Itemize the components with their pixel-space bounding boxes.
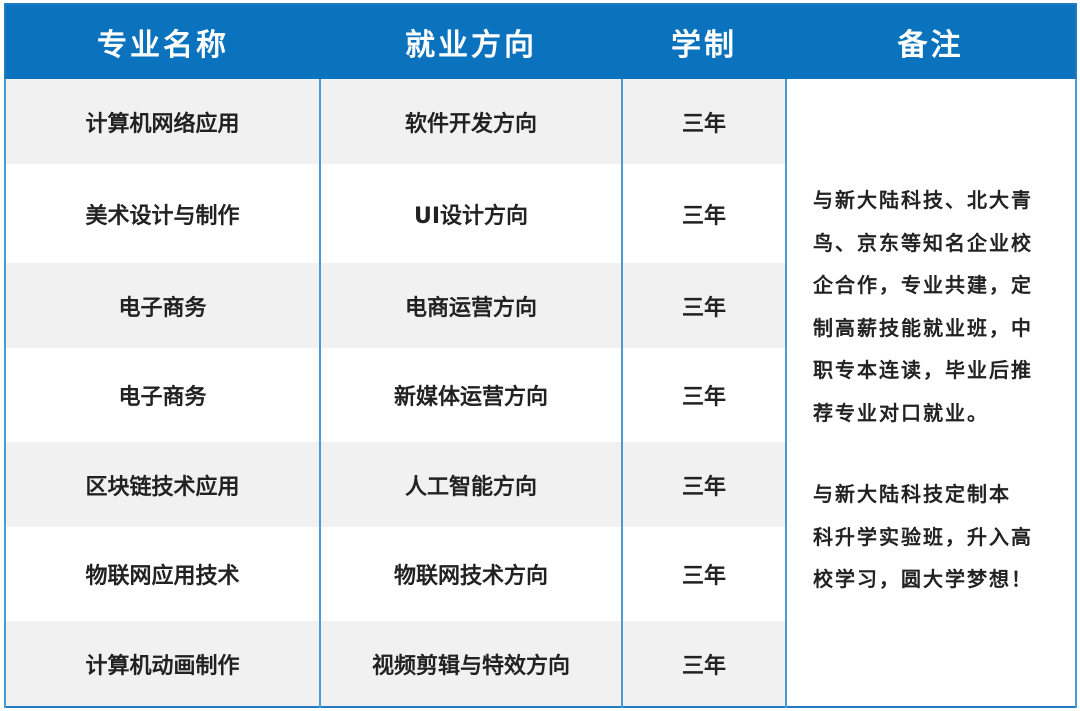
cell-duration: 三年 — [621, 79, 787, 164]
cell-direction: 人工智能方向 — [319, 442, 623, 527]
table-row: 物联网应用技术 物联网技术方向 三年 — [4, 527, 1076, 621]
header-duration: 学制 — [622, 4, 786, 79]
cell-major: 计算机动画制作 — [4, 621, 321, 707]
cell-direction: 物联网技术方向 — [319, 527, 623, 621]
cell-major: 电子商务 — [4, 263, 321, 348]
remark-line: 校学习，圆大学梦想！ — [813, 567, 1033, 591]
cell-major: 物联网应用技术 — [4, 527, 321, 621]
header-direction: 就业方向 — [320, 4, 622, 79]
table-row: 电子商务 电商运营方向 三年 — [4, 263, 1076, 348]
remark-cell: 与新大陆科技、北大青 鸟、京东等知名企业校 企合作，专业共建，定 制高薪技能就业班，中… — [785, 79, 1077, 707]
cell-duration: 三年 — [621, 621, 787, 707]
header-major: 专业名称 — [5, 4, 320, 79]
cell-major: 区块链技术应用 — [4, 442, 321, 527]
cell-major: 美术设计与制作 — [4, 164, 321, 263]
remark-line: 制高薪技能就业班，中 — [813, 315, 1033, 340]
header-remark: 备注 — [786, 4, 1076, 79]
table-row: 电子商务 新媒体运营方向 三年 — [4, 348, 1076, 442]
table-row: 美术设计与制作 UI设计方向 三年 — [4, 164, 1076, 263]
remark-line: 与新大陆科技、北大青 — [813, 188, 1033, 212]
remark-line: 职专本连读，毕业后推 — [813, 358, 1033, 382]
cell-major: 计算机网络应用 — [4, 79, 321, 164]
cell-direction: 软件开发方向 — [319, 79, 623, 164]
table-header: 专业名称 就业方向 学制 备注 — [5, 4, 1076, 79]
remark-paragraph1: 与新大陆科技、北大青 鸟、京东等知名企业校 企合作，专业共建，定 制高薪技能就业班，中… — [813, 179, 1055, 434]
table-row: 计算机网络应用 软件开发方向 三年 与新大陆科技、北大青 鸟、京东等知名企业校 企合作，专… — [4, 79, 1077, 707]
remark-paragraph2: 与新大陆科技定制本 科升学实验班，升入高 校学习，圆大学梦想！ — [813, 473, 1055, 601]
majors-table: 专业名称 就业方向 学制 备注 计算机网络应用 软件开发方向 三年 与新大陆科技、北大… — [4, 3, 1077, 708]
remark-line: 与新大陆科技定制本 — [813, 482, 1011, 506]
cell-duration: 三年 — [621, 164, 787, 263]
cell-duration: 三年 — [621, 263, 787, 348]
cell-direction: 视频剪辑与特效方向 — [319, 621, 623, 707]
table-row: 计算机动画制作 视频剪辑与特效方向 三年 — [4, 621, 1076, 707]
table-row: 区块链技术应用 人工智能方向 三年 — [4, 442, 1076, 527]
cell-duration: 三年 — [621, 442, 787, 527]
remark-line: 科升学实验班，升入高 — [813, 524, 1033, 549]
cell-direction: UI设计方向 — [319, 164, 623, 263]
remark-line: 鸟、京东等知名企业校 — [813, 230, 1033, 255]
cell-duration: 三年 — [621, 527, 787, 621]
cell-major: 电子商务 — [4, 348, 321, 442]
remark-line: 荐专业对口就业。 — [813, 400, 989, 425]
remark-line: 企合作，专业共建，定 — [813, 273, 1033, 297]
cell-duration: 三年 — [621, 348, 787, 442]
cell-direction: 新媒体运营方向 — [319, 348, 623, 442]
cell-direction: 电商运营方向 — [319, 263, 623, 348]
